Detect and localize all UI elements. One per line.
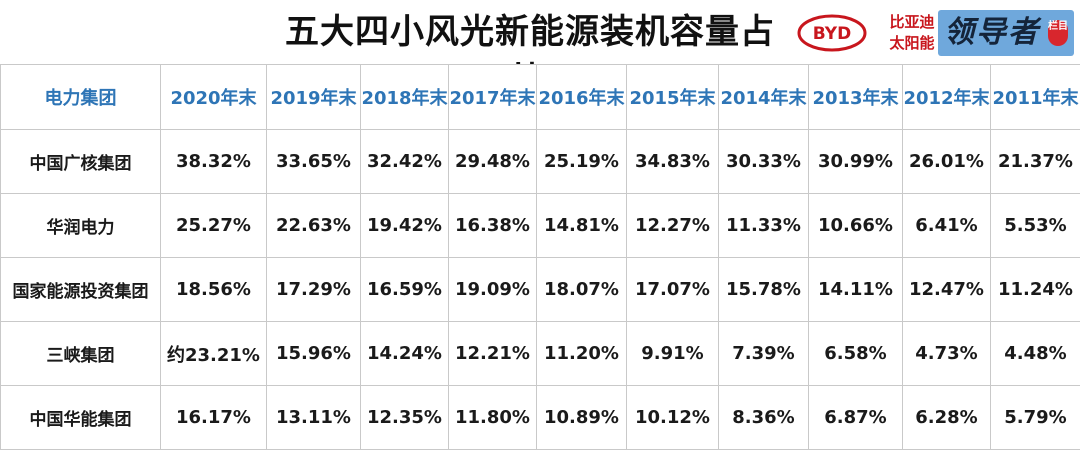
- header-year: 2019年末: [267, 65, 361, 130]
- cell: 14.11%: [809, 258, 903, 322]
- cell: 10.12%: [627, 386, 719, 450]
- table-row: 国家能源投资集团 18.56% 17.29% 16.59% 19.09% 18.…: [1, 258, 1080, 322]
- brand-line-1: 比亚迪: [884, 12, 940, 33]
- cell: 6.87%: [809, 386, 903, 450]
- cell: 5.53%: [991, 194, 1080, 258]
- brand-line-2: 太阳能: [884, 33, 940, 54]
- table-row: 中国华能集团 16.17% 13.11% 12.35% 11.80% 10.89…: [1, 386, 1080, 450]
- cell: 5.79%: [991, 386, 1080, 450]
- cell: 25.19%: [537, 130, 627, 194]
- byd-logo: BYD: [797, 14, 867, 52]
- cell: 30.99%: [809, 130, 903, 194]
- cell: 7.39%: [719, 322, 809, 386]
- cell: 约23.21%: [161, 322, 267, 386]
- cell: 12.27%: [627, 194, 719, 258]
- leader-text: 领导者: [944, 15, 1040, 50]
- cell: 11.80%: [449, 386, 537, 450]
- cell: 12.35%: [361, 386, 449, 450]
- cell: 32.42%: [361, 130, 449, 194]
- row-name: 华润电力: [1, 194, 161, 258]
- cell: 16.59%: [361, 258, 449, 322]
- cell: 16.17%: [161, 386, 267, 450]
- header-year: 2018年末: [361, 65, 449, 130]
- leader-tag: 栏目: [1048, 20, 1068, 46]
- cell: 6.28%: [903, 386, 991, 450]
- row-name: 三峡集团: [1, 322, 161, 386]
- table-row: 中国广核集团 38.32% 33.65% 32.42% 29.48% 25.19…: [1, 130, 1080, 194]
- header-year: 2016年末: [537, 65, 627, 130]
- header-year: 2014年末: [719, 65, 809, 130]
- header-row: 电力集团 2020年末 2019年末 2018年末 2017年末 2016年末 …: [1, 65, 1080, 130]
- cell: 38.32%: [161, 130, 267, 194]
- cell: 11.33%: [719, 194, 809, 258]
- cell: 4.73%: [903, 322, 991, 386]
- cell: 9.91%: [627, 322, 719, 386]
- cell: 6.58%: [809, 322, 903, 386]
- header-year: 2013年末: [809, 65, 903, 130]
- cell: 21.37%: [991, 130, 1080, 194]
- cell: 26.01%: [903, 130, 991, 194]
- byd-logo-text: BYD: [813, 24, 851, 44]
- cell: 15.96%: [267, 322, 361, 386]
- leader-badge: 领导者 栏目: [938, 10, 1074, 56]
- cell: 19.42%: [361, 194, 449, 258]
- cell: 16.38%: [449, 194, 537, 258]
- cell: 19.09%: [449, 258, 537, 322]
- cell: 4.48%: [991, 322, 1080, 386]
- cell: 11.20%: [537, 322, 627, 386]
- table-row: 华润电力 25.27% 22.63% 19.42% 16.38% 14.81% …: [1, 194, 1080, 258]
- row-name: 中国广核集团: [1, 130, 161, 194]
- cell: 12.21%: [449, 322, 537, 386]
- cell: 14.24%: [361, 322, 449, 386]
- header-year: 2012年末: [903, 65, 991, 130]
- cell: 18.07%: [537, 258, 627, 322]
- brand-text: 比亚迪 太阳能: [884, 12, 940, 54]
- cell: 25.27%: [161, 194, 267, 258]
- cell: 14.81%: [537, 194, 627, 258]
- cell: 18.56%: [161, 258, 267, 322]
- header-year: 2015年末: [627, 65, 719, 130]
- header-year: 2011年末: [991, 65, 1080, 130]
- cell: 17.29%: [267, 258, 361, 322]
- cell: 33.65%: [267, 130, 361, 194]
- row-name: 国家能源投资集团: [1, 258, 161, 322]
- cell: 22.63%: [267, 194, 361, 258]
- cell: 30.33%: [719, 130, 809, 194]
- capacity-share-table: 电力集团 2020年末 2019年末 2018年末 2017年末 2016年末 …: [0, 64, 1080, 450]
- row-name: 中国华能集团: [1, 386, 161, 450]
- table-row: 三峡集团 约23.21% 15.96% 14.24% 12.21% 11.20%…: [1, 322, 1080, 386]
- cell: 17.07%: [627, 258, 719, 322]
- title-bar: 五大四小风光新能源装机容量占比 BYD 比亚迪 太阳能 领导者 栏目: [0, 0, 1080, 64]
- cell: 13.11%: [267, 386, 361, 450]
- page-title: 五大四小风光新能源装机容量占比: [270, 8, 790, 56]
- header-group: 电力集团: [1, 65, 161, 130]
- cell: 8.36%: [719, 386, 809, 450]
- cell: 10.66%: [809, 194, 903, 258]
- cell: 6.41%: [903, 194, 991, 258]
- cell: 11.24%: [991, 258, 1080, 322]
- cell: 34.83%: [627, 130, 719, 194]
- cell: 29.48%: [449, 130, 537, 194]
- header-year: 2020年末: [161, 65, 267, 130]
- header-year: 2017年末: [449, 65, 537, 130]
- cell: 12.47%: [903, 258, 991, 322]
- cell: 15.78%: [719, 258, 809, 322]
- cell: 10.89%: [537, 386, 627, 450]
